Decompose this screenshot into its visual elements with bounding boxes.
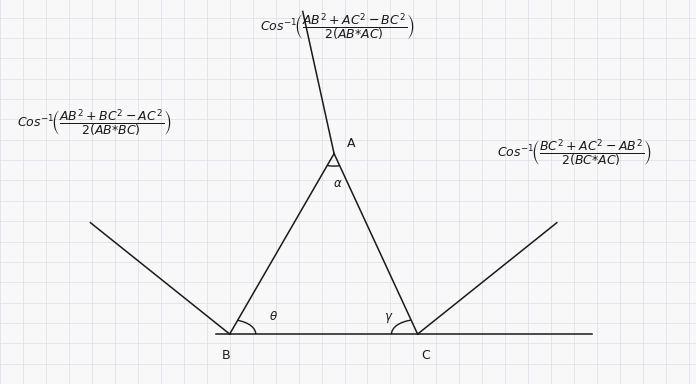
Text: $\mathit{Cos}^{-1}\!\left(\dfrac{BC^2 + AC^2 - AB^2}{2(BC{*}AC)}\right)$: $\mathit{Cos}^{-1}\!\left(\dfrac{BC^2 + … xyxy=(497,138,651,169)
Text: A: A xyxy=(347,137,355,150)
Text: $\mathit{Cos}^{-1}\!\left(\dfrac{AB^2 + AC^2 - BC^2}{2(AB{*}AC)}\right)$: $\mathit{Cos}^{-1}\!\left(\dfrac{AB^2 + … xyxy=(260,12,415,43)
Text: B: B xyxy=(222,349,230,362)
Text: α: α xyxy=(333,177,342,190)
Text: θ: θ xyxy=(269,310,276,323)
Text: γ: γ xyxy=(384,310,391,323)
Text: $\mathit{Cos}^{-1}\!\left(\dfrac{AB^2 + BC^2 - AC^2}{2(AB{*}BC)}\right)$: $\mathit{Cos}^{-1}\!\left(\dfrac{AB^2 + … xyxy=(17,107,171,139)
Text: C: C xyxy=(422,349,430,362)
